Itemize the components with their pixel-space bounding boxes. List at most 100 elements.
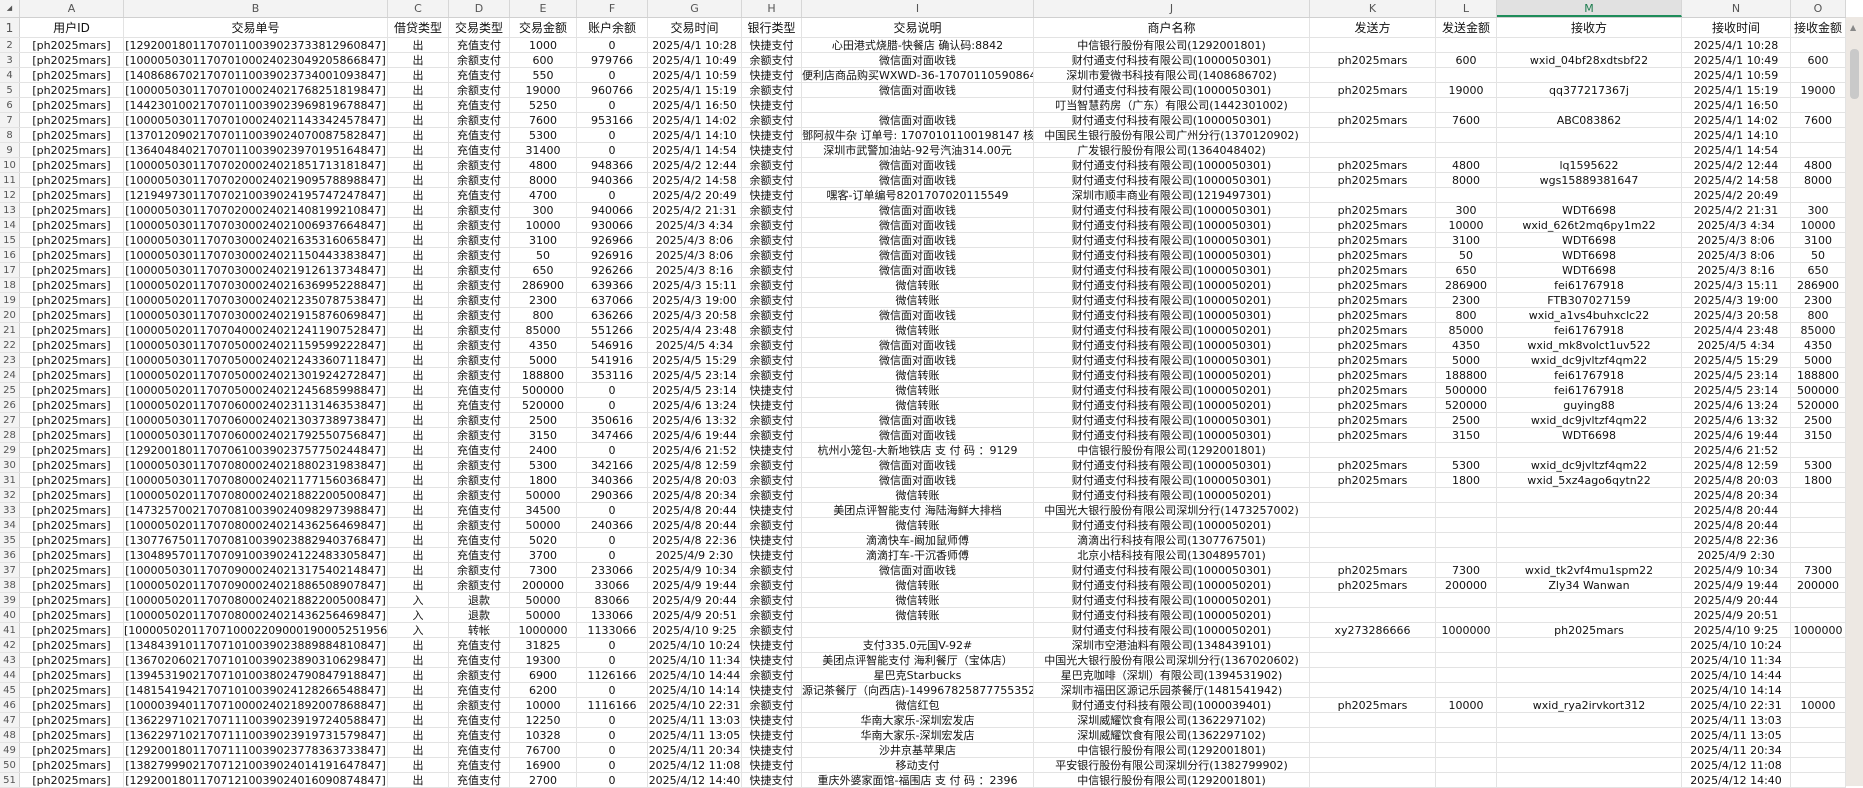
cell-E[interactable]: 5300 — [510, 458, 577, 472]
cell-M[interactable] — [1497, 98, 1682, 112]
cell-C[interactable]: 出 — [388, 368, 449, 382]
cell-I[interactable]: 重庆外婆家面馆-福围店 支 付 码 ：2396 — [802, 773, 1034, 787]
cell-C[interactable]: 出 — [388, 68, 449, 82]
cell-F[interactable]: 546916 — [577, 338, 648, 352]
cell-M[interactable]: wgs15889381647 — [1497, 173, 1682, 187]
cell-G[interactable]: 2025/4/3 4:34 — [648, 218, 742, 232]
column-header-K[interactable]: K — [1310, 0, 1436, 17]
cell-C[interactable]: 出 — [388, 98, 449, 112]
row-number[interactable]: 32 — [0, 488, 20, 502]
cell-H[interactable]: 快捷支付 — [742, 773, 802, 787]
cell-J[interactable]: 财付通支付科技有限公司(1000050301) — [1034, 83, 1310, 97]
cell-D[interactable]: 充值支付 — [449, 128, 510, 142]
cell-C[interactable]: 出 — [388, 188, 449, 202]
cell-D[interactable]: 充值支付 — [449, 98, 510, 112]
cell-B[interactable]: [100005030117070100024023049205866847] — [124, 53, 388, 67]
cell-L[interactable] — [1436, 638, 1497, 652]
header-cell[interactable]: 交易类型 — [449, 18, 510, 37]
cell-O[interactable]: 600 — [1791, 53, 1846, 67]
cell-B[interactable]: [137012090217070110039024070087582847] — [124, 128, 388, 142]
cell-B[interactable]: [100005020117071000220900019000525195684… — [124, 623, 388, 637]
cell-H[interactable]: 余额支付 — [742, 623, 802, 637]
cell-N[interactable]: 2025/4/5 4:34 — [1682, 338, 1791, 352]
cell-N[interactable]: 2025/4/1 15:19 — [1682, 83, 1791, 97]
cell-B[interactable]: [147325700217070810039024098297398847] — [124, 503, 388, 517]
cell-E[interactable]: 1000 — [510, 38, 577, 52]
header-cell[interactable]: 发送方 — [1310, 18, 1436, 37]
cell-B[interactable]: [136404840217070110039023970195164847] — [124, 143, 388, 157]
cell-B[interactable]: [136229710217071110039023919724058847] — [124, 713, 388, 727]
cell-H[interactable]: 余额支付 — [742, 608, 802, 622]
cell-D[interactable]: 转帐 — [449, 623, 510, 637]
cell-F[interactable]: 33066 — [577, 578, 648, 592]
cell-F[interactable]: 0 — [577, 683, 648, 697]
cell-J[interactable]: 滴滴出行科技有限公司(1307767501) — [1034, 533, 1310, 547]
header-cell[interactable]: 交易说明 — [802, 18, 1034, 37]
cell-J[interactable]: 中信银行股份有限公司(1292001801) — [1034, 773, 1310, 787]
column-header-B[interactable]: B — [124, 0, 388, 17]
cell-N[interactable]: 2025/4/10 22:31 — [1682, 698, 1791, 712]
cell-F[interactable]: 0 — [577, 143, 648, 157]
cell-J[interactable]: 平安银行股份有限公司深圳分行(1382799902) — [1034, 758, 1310, 772]
cell-A[interactable]: [ph2025mars] — [20, 743, 124, 757]
cell-A[interactable]: [ph2025mars] — [20, 518, 124, 532]
cell-C[interactable]: 出 — [388, 743, 449, 757]
row-number[interactable]: 17 — [0, 263, 20, 277]
cell-E[interactable]: 4350 — [510, 338, 577, 352]
cell-C[interactable]: 出 — [388, 503, 449, 517]
cell-D[interactable]: 余额支付 — [449, 278, 510, 292]
cell-J[interactable]: 财付通支付科技有限公司(1000050201) — [1034, 608, 1310, 622]
cell-L[interactable] — [1436, 98, 1497, 112]
cell-L[interactable]: 19000 — [1436, 83, 1497, 97]
header-cell[interactable]: 接收时间 — [1682, 18, 1791, 37]
row-number[interactable]: 26 — [0, 398, 20, 412]
cell-A[interactable]: [ph2025mars] — [20, 758, 124, 772]
cell-I[interactable] — [802, 98, 1034, 112]
cell-H[interactable]: 余额支付 — [742, 173, 802, 187]
cell-B[interactable]: [100005020117070800024021436256469847] — [124, 518, 388, 532]
cell-J[interactable]: 财付通支付科技有限公司(1000050301) — [1034, 53, 1310, 67]
cell-K[interactable]: ph2025mars — [1310, 398, 1436, 412]
cell-M[interactable]: wxid_tk2vf4mu1spm22 — [1497, 563, 1682, 577]
cell-I[interactable]: 微信转账 — [802, 608, 1034, 622]
cell-C[interactable]: 出 — [388, 308, 449, 322]
cell-G[interactable]: 2025/4/2 20:49 — [648, 188, 742, 202]
cell-K[interactable]: ph2025mars — [1310, 698, 1436, 712]
cell-O[interactable] — [1791, 758, 1846, 772]
column-header-A[interactable]: A — [20, 0, 124, 17]
cell-M[interactable]: wxid_a1vs4buhxclc22 — [1497, 308, 1682, 322]
cell-A[interactable]: [ph2025mars] — [20, 443, 124, 457]
cell-A[interactable]: [ph2025mars] — [20, 713, 124, 727]
cell-B[interactable]: [136229710217071110039023919731579847] — [124, 728, 388, 742]
row-number[interactable]: 34 — [0, 518, 20, 532]
row-number[interactable]: 6 — [0, 98, 20, 112]
cell-A[interactable]: [ph2025mars] — [20, 473, 124, 487]
cell-C[interactable]: 出 — [388, 533, 449, 547]
row-number[interactable]: 7 — [0, 113, 20, 127]
cell-C[interactable]: 出 — [388, 143, 449, 157]
cell-J[interactable]: 财付通支付科技有限公司(1000050201) — [1034, 278, 1310, 292]
cell-H[interactable]: 余额支付 — [742, 293, 802, 307]
header-cell[interactable]: 账户余额 — [577, 18, 648, 37]
cell-K[interactable]: ph2025mars — [1310, 368, 1436, 382]
header-cell[interactable]: 接收方 — [1497, 18, 1682, 37]
cell-A[interactable]: [ph2025mars] — [20, 353, 124, 367]
cell-B[interactable]: [129200180117070610039023757750244847] — [124, 443, 388, 457]
cell-M[interactable] — [1497, 503, 1682, 517]
cell-J[interactable]: 财付通支付科技有限公司(1000050301) — [1034, 563, 1310, 577]
cell-J[interactable]: 财付通支付科技有限公司(1000050201) — [1034, 383, 1310, 397]
cell-O[interactable] — [1791, 773, 1846, 787]
cell-A[interactable]: [ph2025mars] — [20, 638, 124, 652]
cell-N[interactable]: 2025/4/12 14:40 — [1682, 773, 1791, 787]
cell-O[interactable] — [1791, 518, 1846, 532]
cell-B[interactable]: [100005030117070800024021177156036847] — [124, 473, 388, 487]
cell-E[interactable]: 2300 — [510, 293, 577, 307]
header-cell[interactable]: 借贷类型 — [388, 18, 449, 37]
cell-N[interactable]: 2025/4/10 10:24 — [1682, 638, 1791, 652]
cell-E[interactable]: 4800 — [510, 158, 577, 172]
cell-D[interactable]: 充值支付 — [449, 683, 510, 697]
cell-D[interactable]: 余额支付 — [449, 83, 510, 97]
cell-I[interactable]: 深圳市武警加油站-92号汽油314.00元 — [802, 143, 1034, 157]
cell-M[interactable] — [1497, 758, 1682, 772]
cell-I[interactable]: 微信面对面收钱 — [802, 158, 1034, 172]
